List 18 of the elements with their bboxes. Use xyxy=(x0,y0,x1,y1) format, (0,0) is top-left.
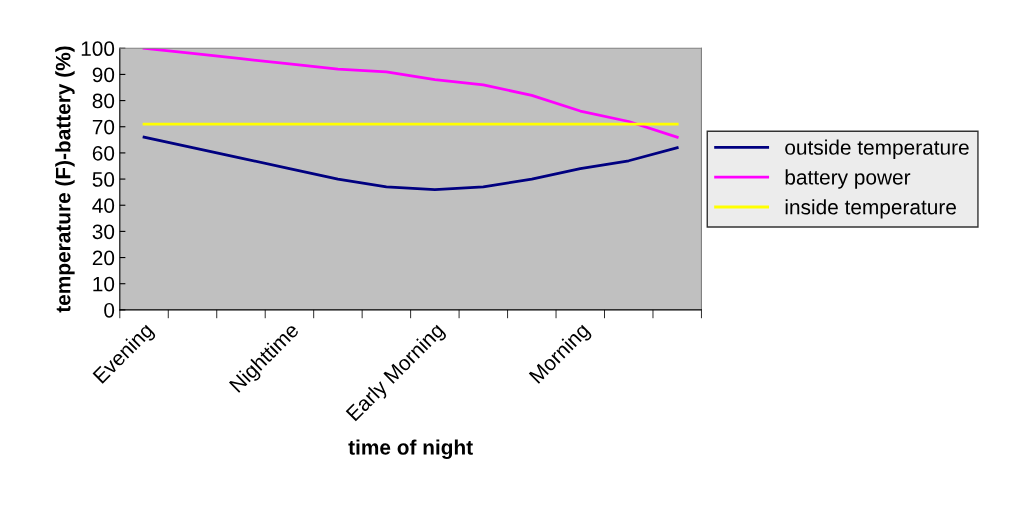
y-axis-title: temperature (F)-battery (%) xyxy=(55,46,75,313)
legend-label: outside temperature xyxy=(785,139,969,159)
y-tick-label: 60 xyxy=(92,145,115,161)
legend-label: inside temperature xyxy=(785,199,956,219)
y-tick-label: 0 xyxy=(104,302,115,318)
y-tick-label: 30 xyxy=(92,224,115,240)
y-tick-label: 40 xyxy=(92,198,115,213)
legend-label: battery power xyxy=(785,169,911,189)
y-tick-label: 10 xyxy=(93,276,115,292)
y-tick-label: 80 xyxy=(92,93,115,109)
x-axis-title: time of night xyxy=(348,439,473,459)
y-tick-label: 70 xyxy=(92,119,115,135)
y-tick-label: 100 xyxy=(81,41,115,57)
line-series xyxy=(142,48,679,139)
y-tick-label: 20 xyxy=(92,250,115,266)
line-series xyxy=(142,135,679,191)
y-tick-label: 50 xyxy=(92,172,115,187)
y-tick-label: 90 xyxy=(92,67,115,83)
